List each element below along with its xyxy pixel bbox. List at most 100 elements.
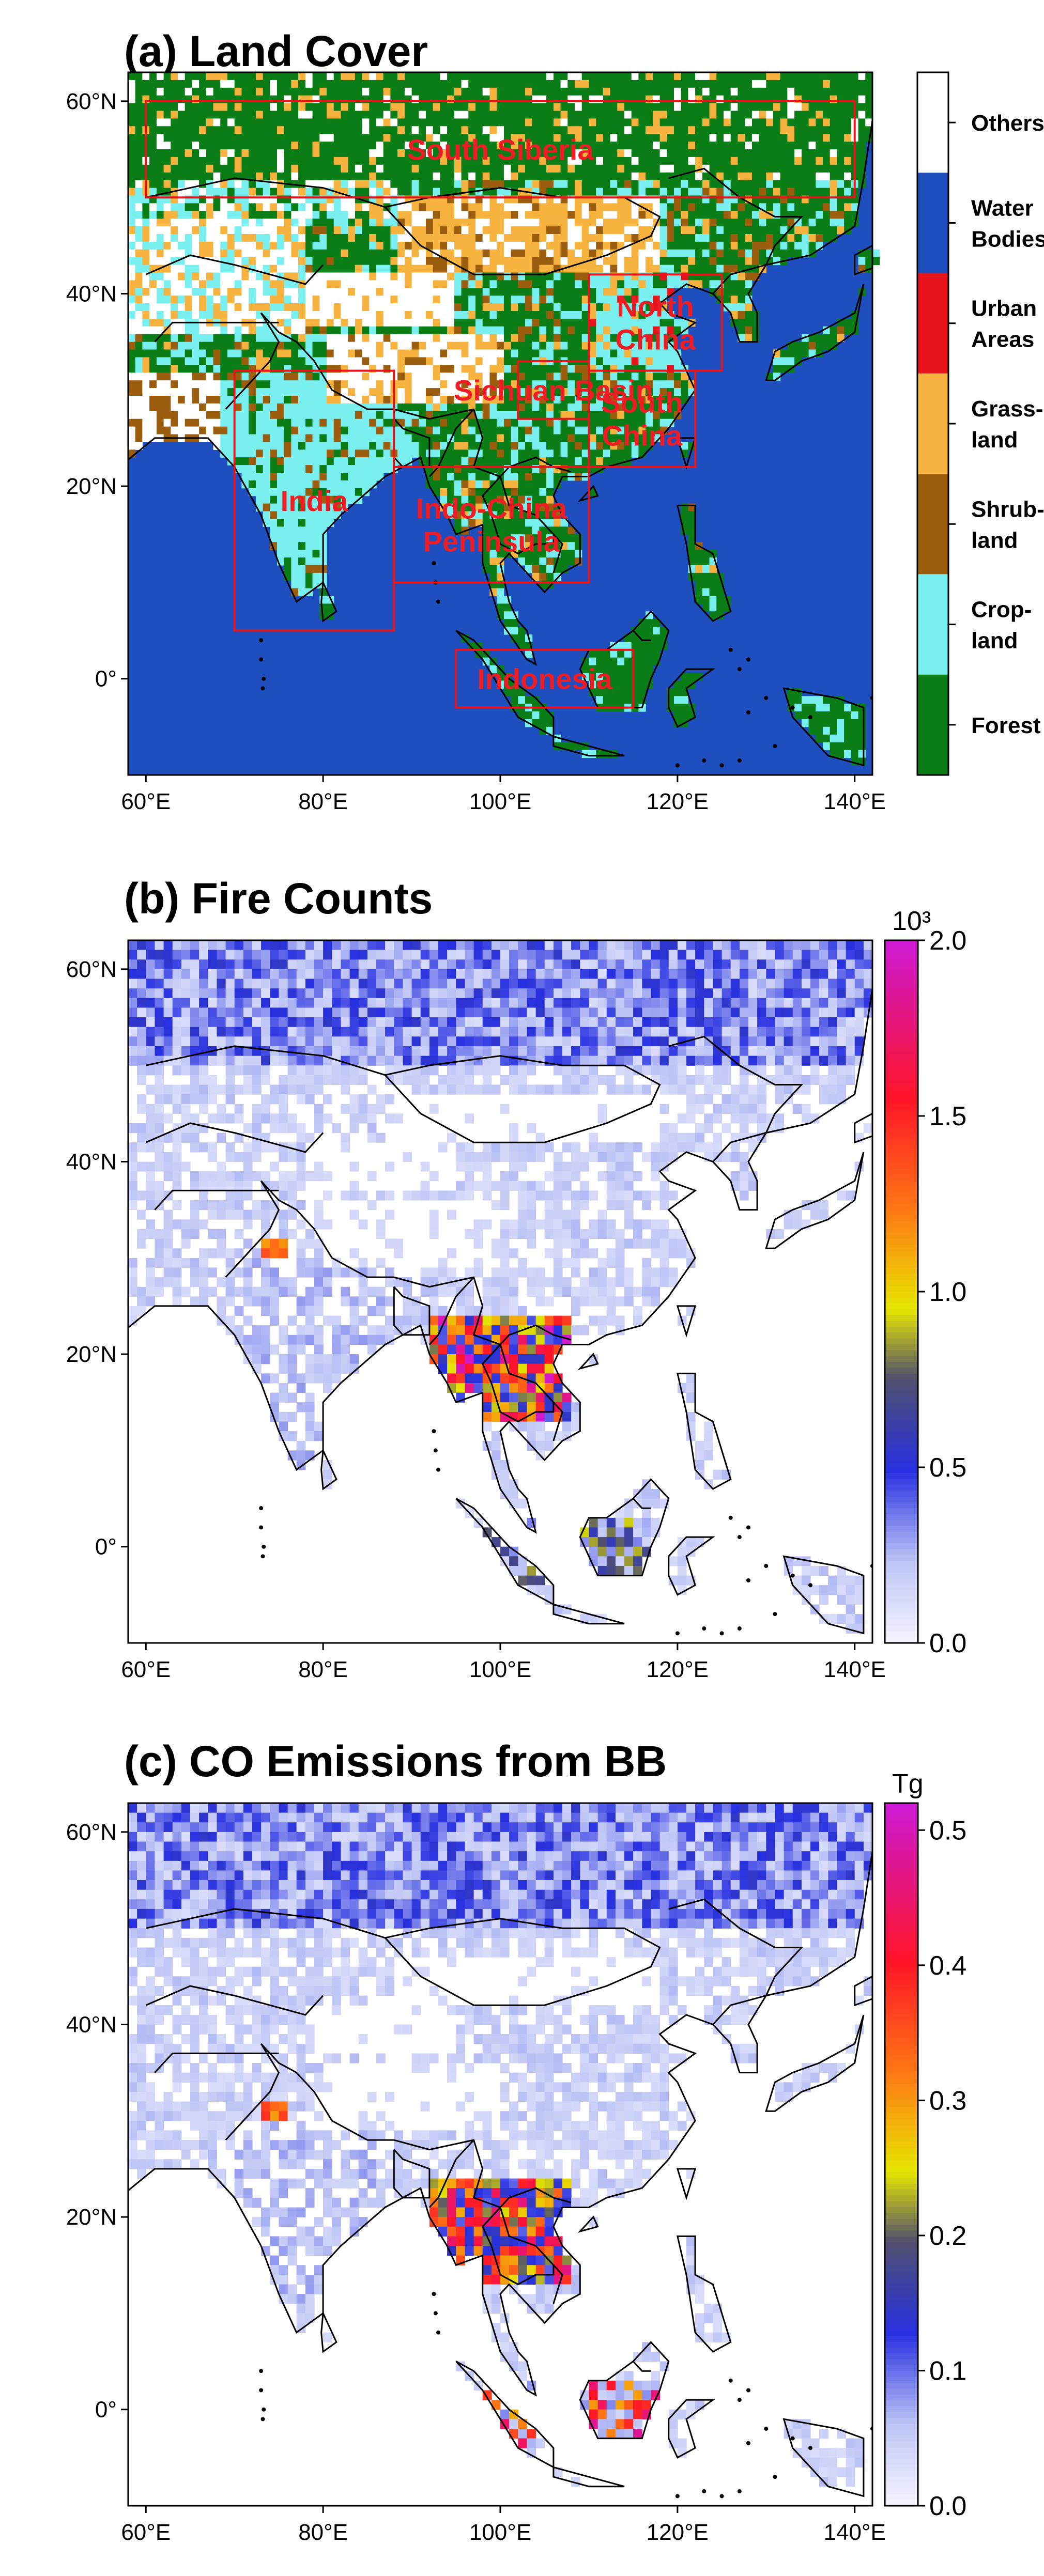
land-cover-cell [142,234,150,242]
land-cover-cell [440,149,448,158]
land-cover-cell [312,357,320,365]
land-cover-cell [681,203,688,211]
land-cover-cell [688,257,696,266]
land-cover-cell [312,373,320,381]
land-cover-cell [440,234,448,242]
land-cover-cell [497,134,504,142]
land-cover-cell [581,342,589,350]
land-cover-cell [581,288,589,296]
land-cover-cell [596,434,604,442]
land-cover-cell [766,203,774,211]
land-cover-cell [617,211,625,219]
land-cover-cell [447,318,455,327]
land-cover-cell [234,142,242,150]
land-cover-cell [709,249,717,258]
land-cover-cell [581,334,589,343]
land-cover-cell [497,503,504,512]
land-cover-cell [156,80,164,88]
land-cover-cell [348,87,356,96]
land-cover-cell [532,303,540,312]
land-cover-cell [255,142,264,150]
land-cover-cell [362,188,370,196]
land-cover-cell [688,188,696,196]
land-cover-cell [617,396,625,404]
land-cover-cell [348,126,356,134]
land-cover-cell [681,157,688,165]
land-cover-cell [433,418,440,427]
land-cover-cell [390,280,398,288]
land-cover-cell [192,219,199,227]
land-cover-cell [560,434,568,442]
land-cover-cell [312,188,320,196]
land-cover-cell [652,149,661,158]
land-cover-cell [575,157,582,165]
land-cover-cell [440,272,448,281]
land-cover-cell [780,226,788,235]
land-cover-cell [255,280,264,288]
land-cover-cell [525,396,533,404]
land-cover-cell [369,442,377,450]
land-cover-cell [497,241,504,250]
land-cover-cell [489,257,497,266]
land-cover-cell [206,303,214,312]
land-cover-cell [220,157,228,165]
land-cover-cell [482,426,490,435]
land-cover-cell [553,442,561,450]
land-cover-cell [646,349,653,358]
land-cover-cell [369,288,377,296]
land-cover-cell [638,226,646,235]
land-cover-cell [475,296,483,304]
land-cover-cell [730,241,738,250]
land-cover-cell [312,495,320,504]
land-cover-cell [603,380,611,389]
land-cover-cell [575,226,582,235]
land-cover-cell [312,311,320,319]
land-cover-cell [603,103,611,112]
land-cover-cell [234,418,242,427]
land-cover-cell [780,111,788,119]
land-cover-cell [581,219,589,227]
land-cover-cell [249,280,256,288]
land-cover-cell [454,257,462,266]
land-cover-cell [234,434,242,442]
land-cover-cell [404,118,412,127]
land-cover-cell [539,103,547,112]
land-cover-cell [631,72,639,81]
land-cover-cell [362,157,370,165]
land-cover-cell [128,95,136,104]
land-cover-cell [199,219,207,227]
land-cover-cell [426,280,434,288]
land-cover-cell [227,311,235,319]
land-cover-cell [567,534,575,542]
land-cover-cell [610,164,618,173]
land-cover-cell [497,349,504,358]
land-cover-cell [284,142,291,150]
land-cover-cell [135,349,143,358]
land-cover-cell [156,365,164,373]
land-cover-cell [518,334,526,343]
land-cover-cell [518,349,526,358]
land-cover-cell [135,426,143,435]
land-cover-cell [581,180,589,189]
land-cover-cell [482,72,490,81]
land-cover-cell [489,503,497,512]
land-cover-cell [631,396,639,404]
land-cover-cell [163,226,171,235]
land-cover-cell [659,164,667,173]
land-cover-cell [468,434,476,442]
land-cover-cell [575,457,582,465]
land-cover-cell [631,334,639,343]
land-cover-cell [327,365,334,373]
land-cover-cell [482,480,490,489]
land-cover-cell [348,411,356,420]
land-cover-cell [404,418,412,427]
land-cover-cell [433,334,440,343]
land-cover-cell [447,495,455,504]
land-cover-cell [702,118,710,127]
land-cover-cell [440,180,448,189]
land-cover-cell [567,87,575,96]
land-cover-cell [149,334,157,343]
land-cover-cell [376,280,384,288]
land-cover-cell [567,203,575,211]
land-cover-cell [489,534,497,542]
